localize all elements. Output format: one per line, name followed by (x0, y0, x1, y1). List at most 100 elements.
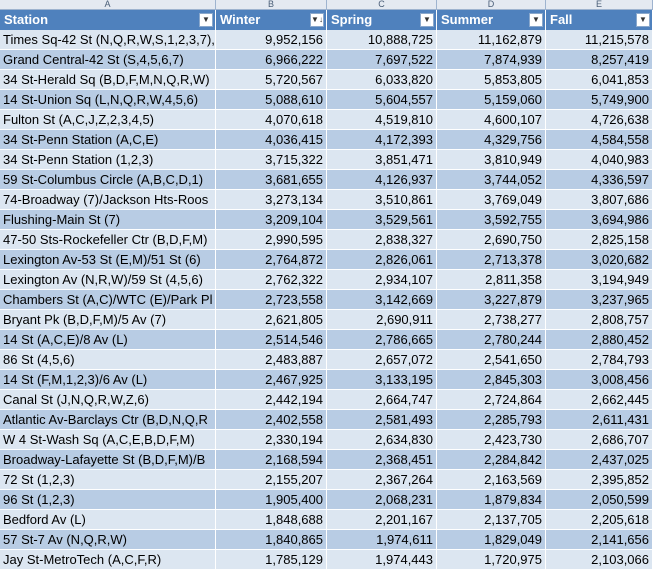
ridership-cell[interactable]: 6,966,222 (216, 50, 327, 70)
ridership-cell[interactable]: 2,611,431 (546, 410, 653, 430)
ridership-cell[interactable]: 3,769,049 (437, 190, 546, 210)
ridership-cell[interactable]: 2,811,358 (437, 270, 546, 290)
station-cell[interactable]: 96 St (1,2,3) (0, 490, 216, 510)
station-cell[interactable]: 57 St-7 Av (N,Q,R,W) (0, 530, 216, 550)
ridership-cell[interactable]: 3,237,965 (546, 290, 653, 310)
ridership-cell[interactable]: 2,483,887 (216, 350, 327, 370)
ridership-cell[interactable]: 2,285,793 (437, 410, 546, 430)
ridership-cell[interactable]: 2,395,852 (546, 470, 653, 490)
ridership-cell[interactable]: 2,103,066 (546, 550, 653, 570)
ridership-cell[interactable]: 1,840,865 (216, 530, 327, 550)
ridership-cell[interactable]: 3,142,669 (327, 290, 437, 310)
station-cell[interactable]: 14 St (F,M,1,2,3)/6 Av (L) (0, 370, 216, 390)
ridership-cell[interactable]: 3,807,686 (546, 190, 653, 210)
sort-descending-icon[interactable]: ▼↓ (310, 13, 324, 27)
ridership-cell[interactable]: 3,273,134 (216, 190, 327, 210)
ridership-cell[interactable]: 2,368,451 (327, 450, 437, 470)
ridership-cell[interactable]: 2,141,656 (546, 530, 653, 550)
ridership-cell[interactable]: 3,020,682 (546, 250, 653, 270)
header-fall[interactable]: Fall ▼ (546, 10, 653, 30)
ridership-cell[interactable]: 2,713,378 (437, 250, 546, 270)
column-letter-e[interactable]: E (546, 0, 653, 9)
ridership-cell[interactable]: 2,581,493 (327, 410, 437, 430)
ridership-cell[interactable]: 2,634,830 (327, 430, 437, 450)
station-cell[interactable]: Fulton St (A,C,J,Z,2,3,4,5) (0, 110, 216, 130)
ridership-cell[interactable]: 2,657,072 (327, 350, 437, 370)
ridership-cell[interactable]: 3,681,655 (216, 170, 327, 190)
ridership-cell[interactable]: 2,724,864 (437, 390, 546, 410)
ridership-cell[interactable]: 2,838,327 (327, 230, 437, 250)
ridership-cell[interactable]: 4,036,415 (216, 130, 327, 150)
ridership-cell[interactable]: 3,194,949 (546, 270, 653, 290)
ridership-cell[interactable]: 2,330,194 (216, 430, 327, 450)
station-cell[interactable]: Jay St-MetroTech (A,C,F,R) (0, 550, 216, 570)
ridership-cell[interactable]: 9,952,156 (216, 30, 327, 50)
ridership-cell[interactable]: 3,008,456 (546, 370, 653, 390)
ridership-cell[interactable]: 2,155,207 (216, 470, 327, 490)
ridership-cell[interactable]: 3,209,104 (216, 210, 327, 230)
station-cell[interactable]: 72 St (1,2,3) (0, 470, 216, 490)
ridership-cell[interactable]: 3,694,986 (546, 210, 653, 230)
ridership-cell[interactable]: 1,905,400 (216, 490, 327, 510)
ridership-cell[interactable]: 2,690,750 (437, 230, 546, 250)
station-cell[interactable]: 34 St-Herald Sq (B,D,F,M,N,Q,R,W) (0, 70, 216, 90)
ridership-cell[interactable]: 3,133,195 (327, 370, 437, 390)
ridership-cell[interactable]: 2,990,595 (216, 230, 327, 250)
station-cell[interactable]: Times Sq-42 St (N,Q,R,W,S,1,2,3,7), (0, 30, 216, 50)
ridership-cell[interactable]: 2,068,231 (327, 490, 437, 510)
ridership-cell[interactable]: 4,172,393 (327, 130, 437, 150)
ridership-cell[interactable]: 2,541,650 (437, 350, 546, 370)
header-spring[interactable]: Spring ▼ (327, 10, 437, 30)
ridership-cell[interactable]: 2,467,925 (216, 370, 327, 390)
ridership-cell[interactable]: 2,845,303 (437, 370, 546, 390)
ridership-cell[interactable]: 2,402,558 (216, 410, 327, 430)
ridership-cell[interactable]: 5,159,060 (437, 90, 546, 110)
column-letter-c[interactable]: C (327, 0, 437, 9)
ridership-cell[interactable]: 2,284,842 (437, 450, 546, 470)
ridership-cell[interactable]: 2,205,618 (546, 510, 653, 530)
column-letter-b[interactable]: B (216, 0, 327, 9)
ridership-cell[interactable]: 4,600,107 (437, 110, 546, 130)
ridership-cell[interactable]: 4,726,638 (546, 110, 653, 130)
station-cell[interactable]: 74-Broadway (7)/Jackson Hts-Roos (0, 190, 216, 210)
ridership-cell[interactable]: 1,879,834 (437, 490, 546, 510)
ridership-cell[interactable]: 8,257,419 (546, 50, 653, 70)
ridership-cell[interactable]: 3,227,879 (437, 290, 546, 310)
ridership-cell[interactable]: 2,163,569 (437, 470, 546, 490)
ridership-cell[interactable]: 2,934,107 (327, 270, 437, 290)
ridership-cell[interactable]: 3,529,561 (327, 210, 437, 230)
ridership-cell[interactable]: 4,336,597 (546, 170, 653, 190)
station-cell[interactable]: 47-50 Sts-Rockefeller Ctr (B,D,F,M) (0, 230, 216, 250)
ridership-cell[interactable]: 1,720,975 (437, 550, 546, 570)
ridership-cell[interactable]: 2,367,264 (327, 470, 437, 490)
ridership-cell[interactable]: 1,829,049 (437, 530, 546, 550)
ridership-cell[interactable]: 6,041,853 (546, 70, 653, 90)
ridership-cell[interactable]: 5,604,557 (327, 90, 437, 110)
station-cell[interactable]: 86 St (4,5,6) (0, 350, 216, 370)
ridership-cell[interactable]: 1,974,611 (327, 530, 437, 550)
ridership-cell[interactable]: 2,690,911 (327, 310, 437, 330)
ridership-cell[interactable]: 2,050,599 (546, 490, 653, 510)
ridership-cell[interactable]: 2,442,194 (216, 390, 327, 410)
ridership-cell[interactable]: 2,786,665 (327, 330, 437, 350)
ridership-cell[interactable]: 1,974,443 (327, 550, 437, 570)
ridership-cell[interactable]: 2,825,158 (546, 230, 653, 250)
ridership-cell[interactable]: 2,664,747 (327, 390, 437, 410)
station-cell[interactable]: Flushing-Main St (7) (0, 210, 216, 230)
station-cell[interactable]: 59 St-Columbus Circle (A,B,C,D,1) (0, 170, 216, 190)
ridership-cell[interactable]: 2,880,452 (546, 330, 653, 350)
ridership-cell[interactable]: 3,744,052 (437, 170, 546, 190)
filter-dropdown-icon[interactable]: ▼ (420, 13, 434, 27)
ridership-cell[interactable]: 3,851,471 (327, 150, 437, 170)
ridership-cell[interactable]: 5,749,900 (546, 90, 653, 110)
station-cell[interactable]: Lexington Av (N,R,W)/59 St (4,5,6) (0, 270, 216, 290)
ridership-cell[interactable]: 2,168,594 (216, 450, 327, 470)
ridership-cell[interactable]: 2,201,167 (327, 510, 437, 530)
filter-dropdown-icon[interactable]: ▼ (199, 13, 213, 27)
ridership-cell[interactable]: 11,162,879 (437, 30, 546, 50)
station-cell[interactable]: 34 St-Penn Station (A,C,E) (0, 130, 216, 150)
ridership-cell[interactable]: 3,810,949 (437, 150, 546, 170)
ridership-cell[interactable]: 4,584,558 (546, 130, 653, 150)
station-cell[interactable]: Atlantic Av-Barclays Ctr (B,D,N,Q,R (0, 410, 216, 430)
station-cell[interactable]: Chambers St (A,C)/WTC (E)/Park Pl (0, 290, 216, 310)
